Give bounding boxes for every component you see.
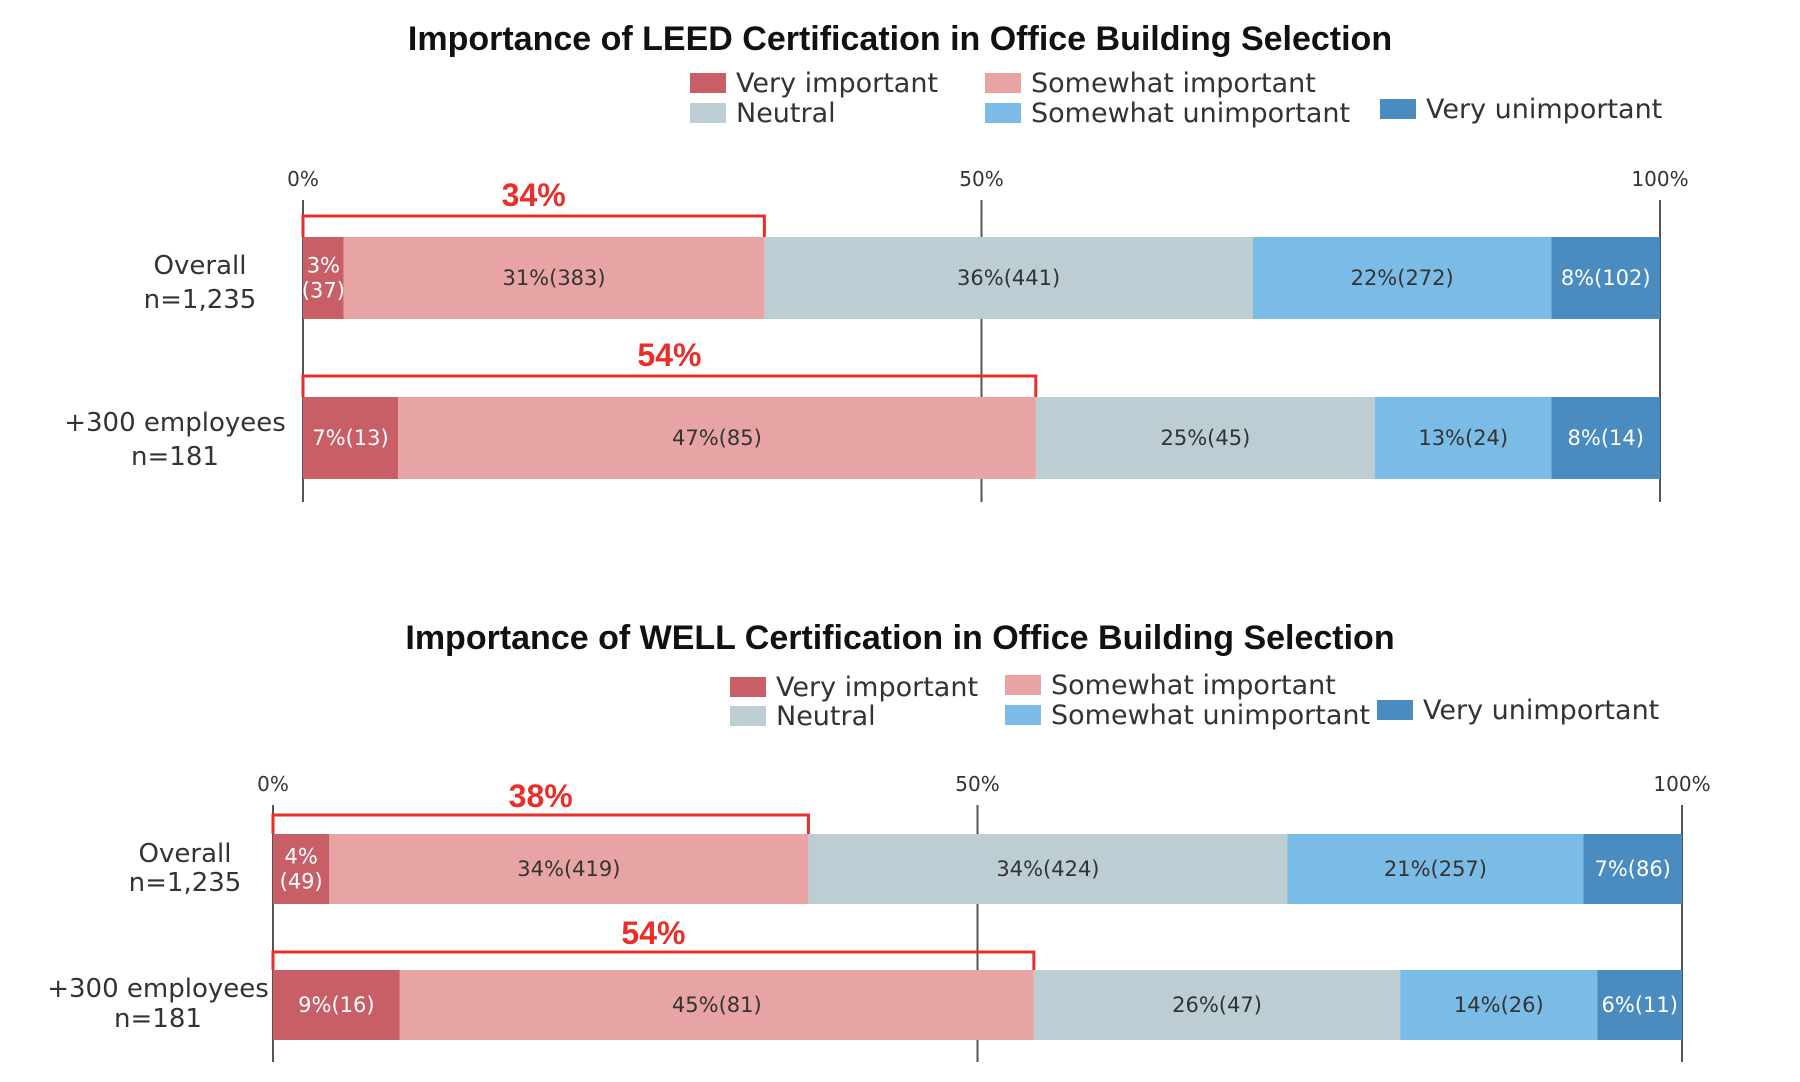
callout-label: 34%	[502, 177, 566, 213]
bar-segment	[1033, 970, 1401, 1040]
legend-swatch	[1005, 705, 1041, 725]
legend-label: Very unimportant	[1426, 94, 1662, 125]
callout-bracket	[301, 374, 1038, 397]
chart-0: Importance of LEED Certification in Offi…	[64, 20, 1689, 502]
row-label: Overall	[139, 839, 232, 869]
bar-segment	[343, 237, 765, 319]
bar-segment	[1400, 970, 1598, 1040]
segment-label: 3%	[307, 254, 340, 278]
legend-label: Neutral	[776, 701, 876, 732]
segment-label: 36%(441)	[957, 266, 1060, 290]
legend-label: Somewhat important	[1031, 68, 1316, 99]
segment-label: (49)	[280, 870, 323, 894]
legend-label: Very important	[776, 672, 978, 703]
legend-label: Somewhat important	[1051, 670, 1336, 701]
bar-segment	[1252, 237, 1552, 319]
legend-label: Very important	[736, 68, 938, 99]
row-label: n=1,235	[144, 285, 257, 315]
callout-label: 54%	[637, 337, 701, 373]
segment-label: 8%(102)	[1561, 266, 1651, 290]
segment-label: 21%(257)	[1384, 857, 1487, 881]
legend-swatch	[730, 706, 766, 726]
chart-1: Importance of WELL Certification in Offi…	[47, 619, 1711, 1062]
tick-label: 0%	[287, 167, 319, 191]
callout-label: 38%	[509, 778, 573, 814]
segment-label: 7%(86)	[1594, 857, 1670, 881]
segment-label: 34%(419)	[517, 857, 620, 881]
bar-segment	[764, 237, 1253, 319]
segment-label: 26%(47)	[1172, 993, 1262, 1017]
bar-segment	[808, 834, 1288, 904]
bar-segment	[329, 834, 809, 904]
bar-segment	[1035, 397, 1376, 479]
tick-label: 100%	[1653, 772, 1710, 796]
callout-bracket	[301, 214, 766, 237]
bar-segment	[1583, 834, 1682, 904]
legend-label: Somewhat unimportant	[1051, 700, 1370, 731]
legend-swatch	[985, 73, 1021, 93]
segment-label: 9%(16)	[298, 993, 374, 1017]
segment-label: 25%(45)	[1161, 426, 1251, 450]
segment-label: 22%(272)	[1351, 266, 1454, 290]
chart-title: Importance of WELL Certification in Offi…	[405, 619, 1394, 657]
legend-swatch	[1005, 675, 1041, 695]
bar-segment	[397, 397, 1036, 479]
bar-segment	[273, 970, 400, 1040]
bar-segment	[303, 397, 398, 479]
tick-label: 50%	[955, 772, 999, 796]
chart-title: Importance of LEED Certification in Offi…	[408, 20, 1392, 58]
legend-swatch	[985, 103, 1021, 123]
bar-segment	[1551, 237, 1660, 319]
row-label: n=1,235	[129, 868, 242, 898]
segment-label: 47%(85)	[672, 426, 762, 450]
segment-label: 6%(11)	[1602, 993, 1678, 1017]
segment-label: 4%	[285, 845, 318, 869]
row-label: Overall	[154, 251, 247, 281]
callout-bracket	[271, 813, 810, 834]
legend-label: Very unimportant	[1423, 695, 1659, 726]
legend-swatch	[690, 103, 726, 123]
bar-segment	[1597, 970, 1682, 1040]
row-label: n=181	[131, 442, 219, 472]
tick-label: 100%	[1631, 167, 1688, 191]
segment-label: 13%(24)	[1418, 426, 1508, 450]
legend-swatch	[1377, 700, 1413, 720]
bar-segment	[273, 834, 330, 904]
segment-label: 8%(14)	[1568, 426, 1644, 450]
segment-label: 14%(26)	[1454, 993, 1544, 1017]
segment-label: 31%(383)	[502, 266, 605, 290]
legend-swatch	[730, 677, 766, 697]
row-label: +300 employees	[64, 408, 286, 438]
legend-label: Neutral	[736, 98, 836, 129]
row-label: n=181	[114, 1004, 202, 1034]
callout-bracket	[271, 950, 1036, 970]
tick-label: 50%	[959, 167, 1003, 191]
segment-label: 45%(81)	[672, 993, 762, 1017]
bar-segment	[399, 970, 1034, 1040]
bar-segment	[303, 237, 344, 319]
row-label: +300 employees	[47, 974, 269, 1004]
legend-swatch	[690, 73, 726, 93]
segment-label: 7%(13)	[312, 426, 388, 450]
segment-label: (37)	[302, 279, 345, 303]
callout-label: 54%	[621, 915, 685, 951]
legend-swatch	[1380, 99, 1416, 119]
segment-label: 34%(424)	[996, 857, 1099, 881]
tick-label: 0%	[257, 772, 289, 796]
legend-label: Somewhat unimportant	[1031, 98, 1350, 129]
bar-segment	[1375, 397, 1552, 479]
bar-segment	[1287, 834, 1584, 904]
bar-segment	[1551, 397, 1660, 479]
